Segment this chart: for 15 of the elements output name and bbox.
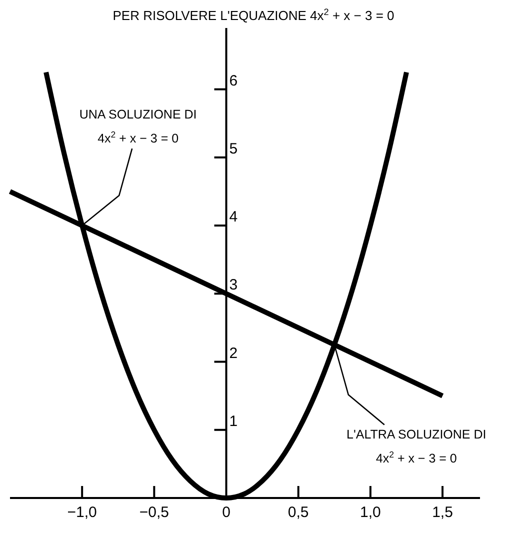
y-tick-label: 3	[229, 276, 238, 294]
y-tick-label: 4	[229, 208, 238, 226]
y-tick-label: 6	[229, 72, 238, 90]
y-tick-label: 2	[229, 344, 238, 362]
x-tick-label: 0	[222, 504, 230, 521]
annotation: L'ALTRA SOLUZIONE DI 4x$^{2}$ + x − 3 = 0	[346, 428, 486, 466]
annotation: UNA SOLUZIONE DI 4x$^{2}$ + x − 3 = 0	[79, 108, 197, 146]
x-tick-label: −0,5	[139, 504, 169, 521]
x-tick-label: 1,0	[360, 504, 381, 521]
x-tick-label: 1,5	[432, 504, 453, 521]
y-tick-label: 1	[229, 412, 238, 430]
chart-title: PER RISOLVERE L'EQUAZIONE 4x$^{2}$ + x − 3 = 0	[112, 7, 394, 23]
x-tick-label: 0,5	[288, 504, 309, 521]
y-tick-label: 5	[229, 140, 238, 158]
x-tick-label: −1,0	[67, 504, 97, 521]
